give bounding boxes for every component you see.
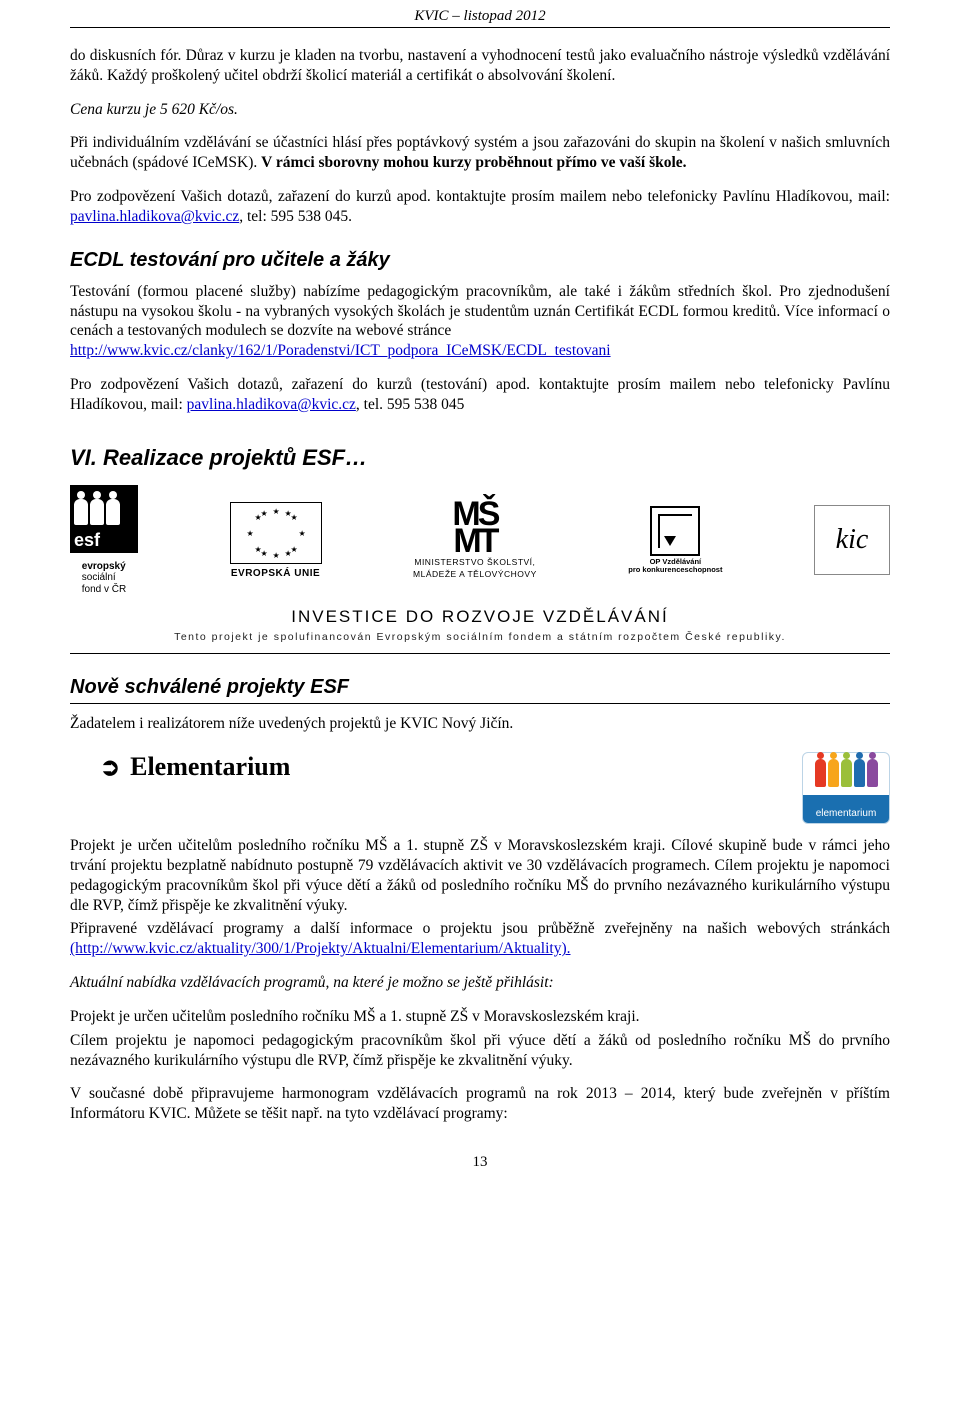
banner-title: INVESTICE DO ROZVOJE VZDĚLÁVÁNÍ bbox=[70, 607, 890, 627]
page-number: 13 bbox=[70, 1154, 890, 1171]
section-vi-heading: VI. Realizace projektů ESF… bbox=[70, 445, 890, 471]
approved-heading: Nově schválené projekty ESF bbox=[70, 676, 890, 704]
page: KVIC – listopad 2012 do diskusních fór. … bbox=[0, 0, 960, 1211]
op-icon bbox=[650, 506, 700, 556]
msmt-line1: MINISTERSTVO ŠKOLSTVÍ, bbox=[414, 557, 535, 567]
msmt-logo: MŠMT MINISTERSTVO ŠKOLSTVÍ, MLÁDEŽE A TĚ… bbox=[413, 501, 537, 579]
kic-icon: kic bbox=[836, 524, 869, 556]
intro-p1: do diskusních fór. Důraz v kurzu je klad… bbox=[70, 46, 890, 86]
elementarium-logo: elementarium bbox=[802, 752, 890, 824]
intro-p2: Cena kurzu je 5 620 Kč/os. bbox=[70, 100, 890, 120]
ecdl-p2b: , tel. 595 538 045 bbox=[356, 396, 465, 413]
ecdl-p1: Testování (formou placené služby) nabízí… bbox=[70, 282, 890, 361]
approved-p1: Žadatelem i realizátorem níže uvedených … bbox=[70, 714, 890, 734]
elementarium-title-text: Elementarium bbox=[130, 752, 290, 782]
eu-logo: ★ ★ ★ ★ ★ ★ ★ ★ ★ ★ ★ ★ EVROPSKÁ UNIE bbox=[230, 502, 322, 579]
elem-p5: Cílem projektu je napomoci pedagogickým … bbox=[70, 1031, 890, 1071]
elem-p2: Připravené vzdělávací programy a další i… bbox=[70, 919, 890, 959]
page-header: KVIC – listopad 2012 bbox=[70, 0, 890, 27]
ecdl-email-link[interactable]: pavlina.hladikova@kvic.cz bbox=[187, 396, 356, 413]
ecdl-url-link[interactable]: http://www.kvic.cz/clanky/162/1/Poradens… bbox=[70, 342, 611, 359]
elementarium-heading: ➲ Elementarium bbox=[70, 752, 290, 782]
esf-line3: fond v ČR bbox=[82, 584, 126, 596]
intro-p4: Pro zodpovězení Vašich dotazů, zařazení … bbox=[70, 187, 890, 227]
elem-url-link[interactable]: (http://www.kvic.cz/aktuality/300/1/Proj… bbox=[70, 940, 571, 957]
intro-email-link[interactable]: pavlina.hladikova@kvic.cz bbox=[70, 208, 239, 225]
msmt-line2: MLÁDEŽE A TĚLOVÝCHOVY bbox=[413, 569, 537, 579]
elem-p2a: Připravené vzdělávací programy a další i… bbox=[70, 920, 890, 937]
intro-p4a: Pro zodpovězení Vašich dotazů, zařazení … bbox=[70, 188, 890, 205]
elementarium-row: ➲ Elementarium elementarium bbox=[70, 752, 890, 824]
esf-text: evropský sociální fond v ČR bbox=[82, 561, 126, 596]
esf-square-icon: esf bbox=[70, 485, 138, 553]
elem-p4: Projekt je určen učitelům posledního roč… bbox=[70, 1007, 890, 1027]
ecdl-p2: Pro zodpovězení Vašich dotazů, zařazení … bbox=[70, 375, 890, 415]
kic-logo: kic bbox=[814, 505, 890, 575]
elementarium-logo-label: elementarium bbox=[816, 808, 877, 823]
esf-line2: sociální bbox=[82, 572, 126, 584]
elem-p6: V současné době připravujeme harmonogram… bbox=[70, 1084, 890, 1124]
header-rule bbox=[70, 27, 890, 28]
msmt-icon: MŠMT bbox=[452, 501, 497, 555]
intro-p3: Při individuálním vzdělávání se účastníc… bbox=[70, 133, 890, 173]
elem-p1: Projekt je určen učitelům posledního roč… bbox=[70, 836, 890, 915]
elem-p3: Aktuální nabídka vzdělávacích programů, … bbox=[70, 973, 890, 993]
op-line2: pro konkurenceschopnost bbox=[628, 566, 722, 574]
banner-sub: Tento projekt je spolufinancován Evropsk… bbox=[70, 631, 890, 643]
esf-banner: esf evropský sociální fond v ČR ★ ★ ★ ★ … bbox=[70, 485, 890, 644]
op-logo: OP Vzdělávání pro konkurenceschopnost bbox=[628, 506, 722, 575]
eu-label: EVROPSKÁ UNIE bbox=[231, 568, 320, 579]
ecdl-p1a: Testování (formou placené služby) nabízí… bbox=[70, 283, 890, 340]
intro-p3b: V rámci sborovny mohou kurzy proběhnout … bbox=[261, 154, 686, 171]
elementarium-people-icon bbox=[815, 759, 878, 787]
intro-p4b: , tel: 595 538 045. bbox=[239, 208, 352, 225]
banner-logos-row: esf evropský sociální fond v ČR ★ ★ ★ ★ … bbox=[70, 485, 890, 596]
eu-flag-icon: ★ ★ ★ ★ ★ ★ ★ ★ ★ ★ ★ ★ bbox=[230, 502, 322, 564]
esf-line1: evropský bbox=[82, 561, 126, 573]
banner-top-rule bbox=[70, 653, 890, 654]
ecdl-heading: ECDL testování pro učitele a žáky bbox=[70, 249, 890, 272]
esf-logo: esf evropský sociální fond v ČR bbox=[70, 485, 138, 596]
arrow-bullet-icon: ➲ bbox=[100, 753, 120, 782]
